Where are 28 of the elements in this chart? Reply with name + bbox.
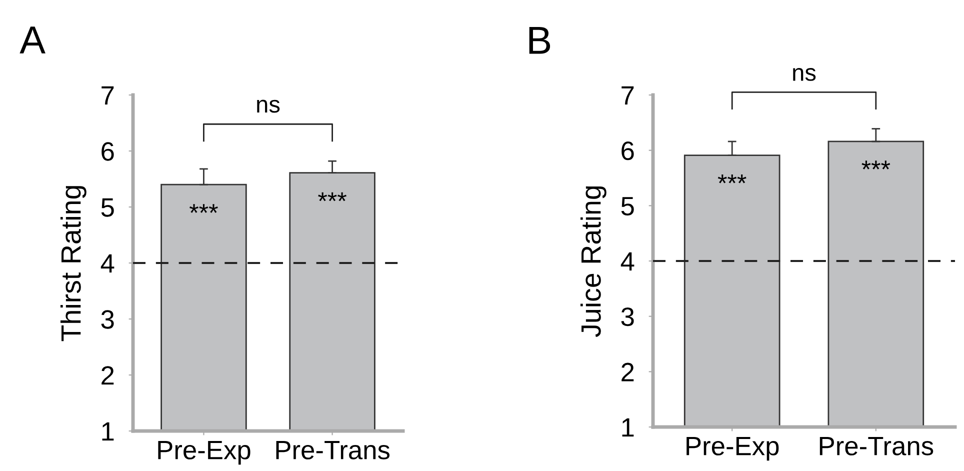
- y-tick-label: 2: [622, 362, 634, 382]
- x-tick-label: Pre-Exp: [158, 440, 250, 465]
- text: ns: [793, 68, 816, 81]
- y-tick-label: 1: [102, 422, 114, 441]
- y-tick-label: 6: [102, 142, 114, 161]
- y-tick-label: 7: [102, 86, 114, 105]
- annotation: ***: [318, 192, 346, 202]
- x-tick-label: Pre-Trans: [820, 436, 934, 456]
- y-tick-label: 5: [621, 197, 634, 216]
- x-tick-label: Pre-Exp: [686, 436, 779, 461]
- y-axis-title: Juice Rating: [580, 186, 606, 337]
- y-tick-label: 2: [102, 366, 114, 385]
- y-tick-label: 3: [621, 307, 634, 326]
- annotation: ***: [190, 204, 218, 213]
- chart-title: A: [20, 26, 46, 54]
- x-tick-label: Pre-Trans: [276, 440, 390, 460]
- y-tick-label: 4: [100, 254, 114, 273]
- chart-title: B: [529, 26, 550, 54]
- y-tick-label: 1: [622, 418, 634, 437]
- y-axis-title: Thirst Rating: [60, 186, 86, 342]
- annotation: ***: [862, 160, 890, 170]
- annotation: ns: [257, 100, 280, 113]
- annotation: ***: [718, 174, 746, 184]
- y-tick-label: 7: [622, 86, 634, 105]
- y-tick-label: 6: [622, 141, 634, 160]
- y-tick-label: 5: [101, 198, 114, 217]
- y-tick-label: 4: [620, 252, 634, 271]
- y-tick-label: 3: [101, 310, 114, 329]
